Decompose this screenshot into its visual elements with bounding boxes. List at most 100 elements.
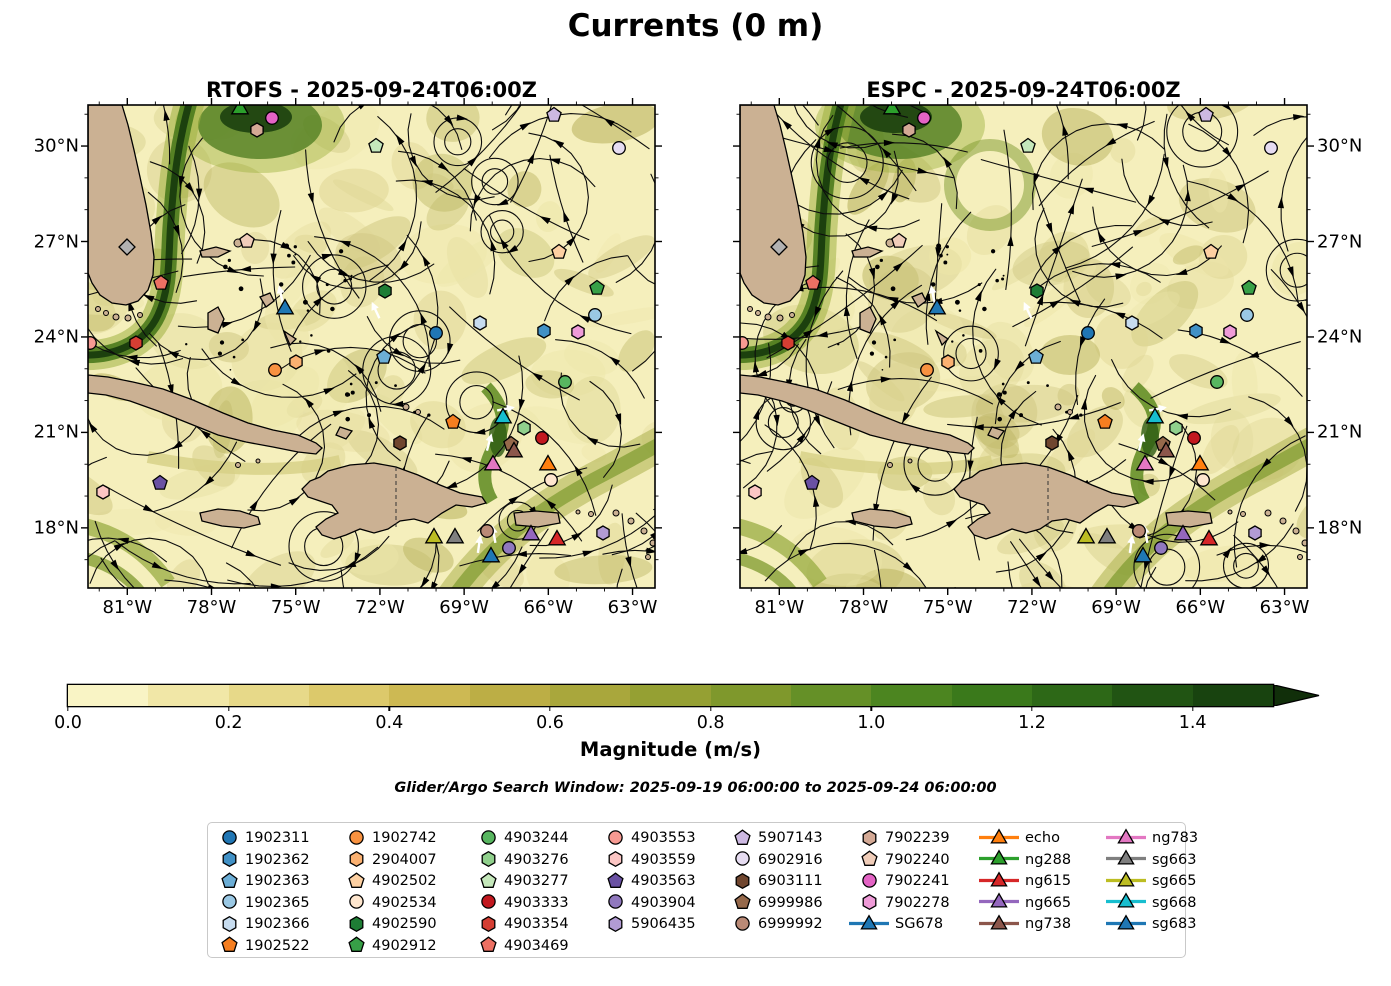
legend-label-1902362: 1902362 [245,851,310,868]
marker-4903333 [1187,431,1201,445]
legend-label-ng738: ng738 [1025,916,1072,932]
colorbar-segment-8 [710,685,791,706]
search-window-caption: Glider/Argo Search Window: 2025-09-19 06… [394,780,997,796]
marker-ng615 [547,529,567,546]
marker-ng288 [882,105,902,115]
colorbar-tickmark-7 [1191,706,1194,711]
legend-label-sg665: sg665 [1152,873,1197,889]
marker-7902241 [917,111,931,125]
marker-ng738 [504,441,524,458]
legend-marker-1902366 [222,915,236,932]
marker-ng738 [1156,441,1176,458]
y-tick-right-1: 27°N [1317,231,1363,252]
marker-7902239 [250,122,264,138]
legend-label-1902363: 1902363 [245,873,310,889]
marker-sg683 [481,546,501,563]
marker-4902912 [589,279,605,295]
x-tick-rtofs-5: 66°W [523,597,574,618]
legend-label-4903277: 4903277 [504,873,569,889]
colorbar-ticklabel-4: 0.8 [696,713,725,733]
panel-title-espc: ESPC - 2025-09-24T06:00Z [866,78,1181,102]
marker-1902362 [537,323,551,339]
legend-marker-ng738 [979,913,1019,930]
espc-map [733,98,1314,595]
legend-label-4902534: 4902534 [372,894,437,911]
colorbar-ticklabel-3: 0.6 [536,713,564,733]
legend-marker-4902590 [349,915,363,932]
figure-title: Currents (0 m) [567,8,824,44]
marker-6903111 [1045,435,1059,451]
legend-label-4903469: 4903469 [504,937,569,954]
legend-label-7902239: 7902239 [885,830,950,846]
marker-5907143 [1198,106,1214,122]
y-tick-left-3: 21°N [33,421,79,443]
legend-marker-sg665 [1106,870,1146,887]
legend-label-7902241: 7902241 [885,873,950,889]
legend-marker-sg683 [1106,913,1146,930]
legend-marker-4903276 [481,850,495,868]
marker-6999992 [480,524,494,538]
legend-label-1902366: 1902366 [245,916,310,932]
marker-4903333 [535,431,549,445]
marker-1902363 [1028,348,1044,364]
legend-marker-1902362 [222,850,236,868]
legend-marker-4902502 [347,871,365,888]
y-tick-left-1: 27°N [33,231,79,252]
marker-4903553 [740,336,749,350]
legend-marker-1902522 [220,936,238,952]
marker-echo [538,454,558,471]
marker-sg663 [1097,527,1117,544]
legend-label-5907143: 5907143 [758,830,823,846]
legend-marker-4903354 [481,915,495,932]
marker-6903111 [393,435,407,451]
marker-4903276 [517,420,531,436]
colorbar-segment-12 [1031,685,1113,706]
legend-label-1902365: 1902365 [245,894,310,911]
colorbar-tickmark-6 [1031,706,1033,711]
legend-marker-SG678 [849,913,889,930]
legend-label-sg683: sg683 [1152,916,1197,932]
marker-7902240 [891,232,907,248]
x-tick-rtofs-3: 72°W [355,597,405,618]
legend-label-6902916: 6902916 [758,851,823,868]
marker-4903563 [804,474,820,490]
legend-marker-4903904 [607,894,623,909]
y-tick-right-4: 18°N [1317,517,1363,539]
x-tick-espc-2: 75°W [922,597,973,618]
y-tick-left-4: 18°N [33,517,79,539]
colorbar-segment-13 [1112,685,1193,706]
legend-label-1902522: 1902522 [245,937,310,954]
legend-label-6999992: 6999992 [758,916,823,932]
legend-marker-sg663 [1106,849,1146,865]
colorbar-ticklabel-0: 0.0 [54,713,82,733]
colorbar-label: Magnitude (m/s) [579,738,762,761]
x-tick-espc-6: 63°W [1259,597,1310,618]
colorbar-tickmark-3 [549,706,551,711]
marker-7902240 [239,232,255,248]
colorbar-segment-4 [389,685,470,706]
legend-marker-4903553 [607,829,623,845]
marker-4903277 [1020,137,1036,153]
legend-marker-4902912 [347,936,365,952]
legend-label-4902912: 4902912 [372,937,437,954]
colorbar-tickmark-2 [388,706,391,711]
legend-marker-4903559 [608,850,622,868]
marker-ng783 [1135,454,1155,471]
legend-marker-1902742 [348,829,364,845]
marker-7902241 [265,111,279,125]
marker-4903354 [781,335,795,351]
marker-4903469 [805,274,821,290]
marker-1902742 [268,363,282,377]
legend-marker-4903277 [479,871,497,888]
colorbar [68,685,1273,706]
marker-4903354 [129,335,143,351]
colorbar-tickmark-5 [870,706,873,711]
panel-title-rtofs: RTOFS - 2025-09-24T06:00Z [206,78,537,102]
legend-label-1902742: 1902742 [372,830,437,846]
marker-5906435 [1248,525,1262,541]
marker-1902362 [1189,323,1203,339]
legend-marker-4903563 [606,871,624,888]
legend-label-ng288: ng288 [1025,851,1072,868]
marker-4902534 [544,473,558,487]
marker-unlabeled [118,238,136,256]
